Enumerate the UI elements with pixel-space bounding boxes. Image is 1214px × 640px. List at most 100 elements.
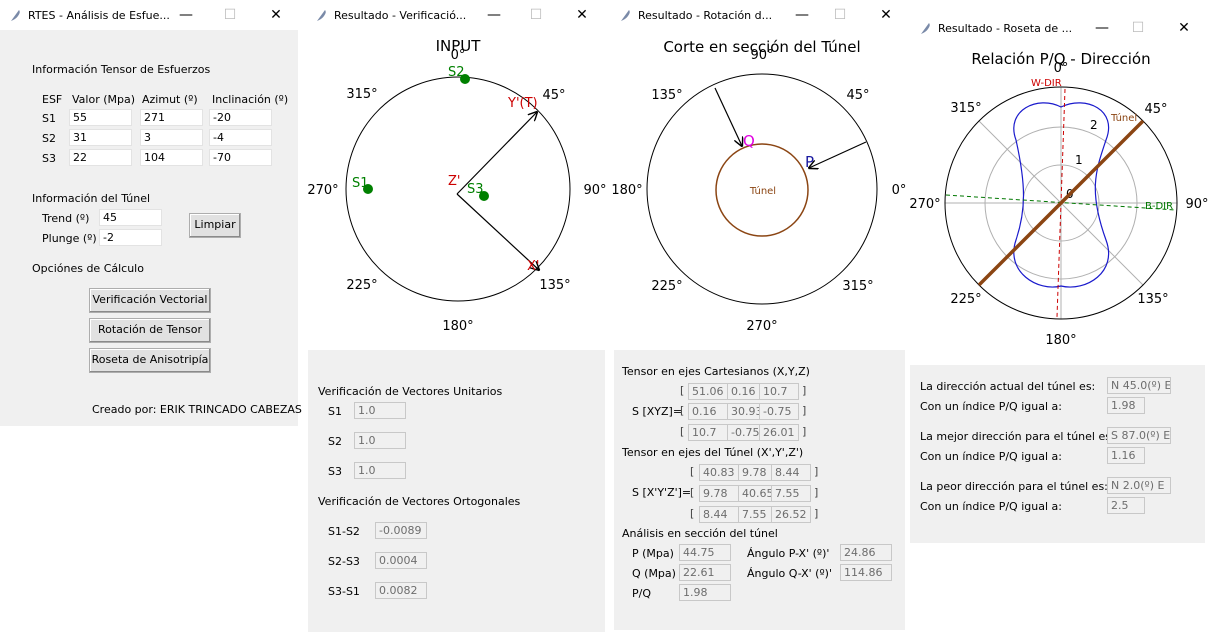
s1-azimut-input[interactable]: 271 [140, 109, 203, 126]
xyz-cell: 51.06 [688, 383, 728, 400]
tun-cell: 8.44 [699, 506, 739, 523]
header-esf: ESF [42, 93, 63, 106]
angle-label-135: 135° [539, 278, 570, 293]
angle-label-180: 180° [442, 319, 473, 334]
maximize-icon: ☐ [1131, 20, 1145, 36]
limpiar-button[interactable]: Limpiar [189, 213, 241, 238]
close-icon[interactable]: ✕ [270, 7, 282, 23]
unit-s3-label: S3 [328, 465, 342, 478]
angle-label-315: 315° [346, 87, 377, 102]
section-tensor: Información Tensor de Esfuerzos [32, 63, 211, 76]
angle-label-270: 270° [307, 183, 338, 198]
polar-outer-circle [944, 86, 1178, 320]
s3-azimut-input[interactable]: 104 [140, 149, 203, 166]
bracket-close: ] [802, 425, 807, 438]
minimize-icon[interactable]: — [1095, 20, 1109, 36]
s1-valor-input[interactable]: 55 [69, 109, 132, 126]
angle-label-225: 225° [346, 278, 377, 293]
bracket-open: [ [690, 465, 695, 478]
dir-mejor-label: La mejor dirección para el túnel es: [920, 430, 1115, 443]
dir-actual-label: La dirección actual del túnel es: [920, 380, 1096, 393]
unit-s1-label: S1 [328, 405, 342, 418]
label-q: Q [743, 132, 755, 150]
tunnel-label: Túnel [1110, 112, 1137, 124]
vector-p [809, 141, 867, 168]
idx2-label: Con un índice P/Q igual a: [920, 450, 1062, 463]
minimize-icon[interactable]: — [487, 7, 501, 23]
xyz-cell: 10.7 [759, 383, 799, 400]
row-label-s3: S3 [42, 152, 56, 165]
angle-label-180: 180° [1045, 333, 1076, 348]
unit-s2-value: 1.0 [354, 432, 406, 449]
section-cartesianos: Tensor en ejes Cartesianos (X,Y,Z) [622, 365, 810, 378]
tun-cell: 26.52 [771, 506, 811, 523]
close-icon[interactable]: ✕ [1178, 20, 1190, 36]
point-s1 [363, 184, 373, 194]
verificacion-vectorial-button[interactable]: Verificación Vectorial [89, 288, 211, 313]
s1-inclinacion-input[interactable]: -20 [209, 109, 272, 126]
bracket-close: ] [802, 384, 807, 397]
tun-cell: 40.65 [738, 485, 772, 502]
title-bar: RTES - Análisis de Esfue... — ☐ ✕ [0, 0, 298, 30]
section-analisis: Análisis en sección del túnel [622, 527, 778, 540]
minimize-icon[interactable]: — [795, 7, 809, 23]
angle-label-90: 90° [583, 183, 606, 198]
vector-xp [456, 193, 539, 270]
tunnel-circle [715, 143, 809, 237]
window-title: RTES - Análisis de Esfue... [28, 9, 170, 22]
title-bar: Resultado - Verificació... — ☐ ✕ [306, 0, 606, 30]
angle-label-0: 0° [892, 183, 907, 198]
s2-azimut-input[interactable]: 3 [140, 129, 203, 146]
s2-valor-input[interactable]: 31 [69, 129, 132, 146]
header-azimut: Azimut (º) [142, 93, 198, 106]
minimize-icon[interactable]: — [179, 7, 193, 23]
s3-inclinacion-input[interactable]: -70 [209, 149, 272, 166]
trend-input[interactable]: 45 [99, 209, 162, 226]
dir-peor-label: La peor dirección para el túnel es: [920, 480, 1108, 493]
section-calculo: Opciónes de Cálculo [32, 262, 144, 275]
dir-actual-value: N 45.0(º) E [1107, 377, 1171, 394]
angle-label-90: 90° [1185, 197, 1208, 212]
roseta-anisotropia-button[interactable]: Roseta de Anisotripía [89, 348, 211, 373]
angle-label-45: 45° [846, 88, 869, 103]
s3-valor-input[interactable]: 22 [69, 149, 132, 166]
dir-mejor-value: S 87.0(º) E [1107, 427, 1171, 444]
maximize-icon: ☐ [833, 7, 847, 23]
feather-icon [921, 23, 930, 34]
s-tunel-label: S [X'Y'Z']= [632, 486, 692, 499]
orto-s3s1-value: 0.0082 [375, 582, 427, 599]
bracket-close: ] [802, 404, 807, 417]
feather-icon [317, 10, 326, 21]
xyz-cell: 0.16 [688, 403, 728, 420]
rotacion-tensor-button[interactable]: Rotación de Tensor [89, 318, 211, 343]
point-s2 [460, 74, 470, 84]
xyz-cell: 26.01 [759, 424, 799, 441]
label-p: P [805, 153, 814, 171]
s2-inclinacion-input[interactable]: -4 [209, 129, 272, 146]
unit-s1-value: 1.0 [354, 402, 406, 419]
section-unitarios: Verificación de Vectores Unitarios [318, 385, 503, 398]
orto-s2s3-value: 0.0004 [375, 552, 427, 569]
orto-s2s3-label: S2-S3 [328, 555, 360, 568]
angle-label-270: 270° [910, 197, 941, 212]
close-icon[interactable]: ✕ [576, 7, 588, 23]
bracket-close: ] [814, 465, 819, 478]
angle-label-135: 135° [1137, 292, 1168, 307]
pq-label: P/Q [632, 587, 651, 600]
label-s2: S2 [448, 65, 465, 80]
wdir-label: W-DIR [1031, 78, 1062, 89]
roseta-panel: La dirección actual del túnel es: N 45.0… [910, 365, 1205, 543]
feather-icon [621, 10, 630, 21]
header-inclinacion: Inclinación (º) [212, 93, 289, 106]
close-icon[interactable]: ✕ [880, 7, 892, 23]
angle-label-45: 45° [1144, 102, 1167, 117]
idx1-label: Con un índice P/Q igual a: [920, 400, 1062, 413]
orto-s1s2-value: -0.0089 [375, 522, 427, 539]
bracket-open: [ [680, 404, 685, 417]
plunge-input[interactable]: -2 [99, 229, 162, 246]
idx1-value: 1.98 [1107, 397, 1145, 414]
window-title: Resultado - Rotación d... [638, 9, 773, 22]
tunnel-label: Túnel [749, 185, 776, 197]
roseta-window: Resultado - Roseta de ... — ☐ ✕ Relación… [910, 0, 1210, 640]
bracket-close: ] [814, 507, 819, 520]
